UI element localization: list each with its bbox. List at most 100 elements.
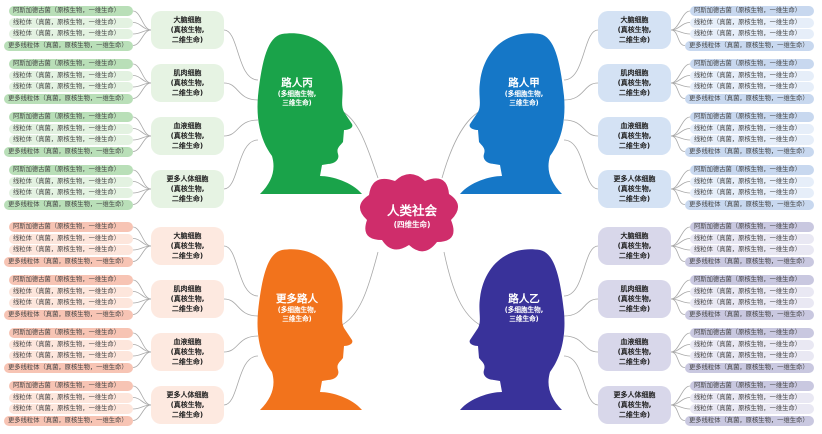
leaf-node[interactable]: 线粒体（真菌，原核生物，一维生命） [9,176,133,187]
leaf-node[interactable]: 阿斯加德古菌（原核生物，一维生命） [9,328,133,338]
leaf-node[interactable]: 线粒体（真菌，原核生物，一维生命） [9,70,133,81]
leaf-node[interactable]: 更多线粒体（真菌，原核生物，一维生命） [4,415,133,426]
cell-type: (真核生物, [617,185,652,193]
cell-dim: 二维生命) [618,36,651,44]
leaf-node[interactable]: 阿斯加德古菌（原核生物，一维生命） [9,6,133,16]
leaf-node[interactable]: 更多线粒体（真菌，原核生物，一维生命） [685,309,814,320]
leaf-node[interactable]: 更多线粒体（真菌，原核生物，一维生命） [685,199,814,210]
leaf-node[interactable]: 线粒体（真菌，原核生物，一维生命） [9,339,133,350]
leaf-node[interactable]: 阿斯加德古菌（原核生物，一维生命） [690,59,814,69]
leaf-node[interactable]: 更多线粒体（真菌，原核生物，一维生命） [4,309,133,320]
leaf-node[interactable]: 线粒体（真菌，原核生物，一维生命） [9,17,133,28]
leaf-node[interactable]: 线粒体（真菌，原核生物，一维生命） [9,135,133,145]
leaf-node[interactable]: 更多线粒体（真菌，原核生物，一维生命） [4,40,133,51]
leaf-node[interactable]: 线粒体（真菌，原核生物，一维生命） [9,245,133,255]
cell-node[interactable]: 更多人体细胞 (真核生物, 二维生命) [598,170,671,208]
leaf-node[interactable]: 线粒体（真菌，原核生物，一维生命） [690,70,814,81]
cell-node[interactable]: 大脑细胞 (真核生物, 二维生命) [598,11,671,49]
leaf-node[interactable]: 线粒体（真菌，原核生物，一维生命） [690,176,814,187]
leaf-node[interactable]: 更多线粒体（真菌，原核生物，一维生命） [685,415,814,426]
leaf-node[interactable]: 阿斯加德古菌（原核生物，一维生命） [9,59,133,69]
leaf-node[interactable]: 阿斯加德古菌（原核生物，一维生命） [9,112,133,122]
leaf-node[interactable]: 线粒体（真菌，原核生物，一维生命） [690,123,814,134]
cell-node[interactable]: 大脑细胞 (真核生物, 二维生命) [598,227,671,265]
cell-node[interactable]: 更多人体细胞 (真核生物, 二维生命) [598,386,671,424]
leaf-node[interactable]: 更多线粒体（真菌，原核生物，一维生命） [4,93,133,104]
cell-name: 大脑细胞 [620,16,649,24]
leaf-node[interactable]: 线粒体（真菌，原核生物，一维生命） [690,233,814,244]
leaf-node[interactable]: 更多线粒体（真菌，原核生物，一维生命） [685,40,814,51]
cell-node[interactable]: 更多人体细胞 (真核生物, 二维生命) [151,386,224,424]
leaf-node[interactable]: 更多线粒体（真菌，原核生物，一维生命） [685,256,814,267]
leaf-node[interactable]: 线粒体（真菌，原核生物，一维生命） [9,29,133,39]
head-bl[interactable] [257,249,362,410]
cell-node[interactable]: 肌肉细胞 (真核生物, 二维生命) [151,64,224,102]
center-node[interactable]: 人类社会 (四维生命) [364,203,460,230]
leaf-node[interactable]: 更多线粒体（真菌，原核生物，一维生命） [4,199,133,210]
cell-dim: 二维生命) [171,142,204,150]
cell-type: (真核生物, [617,348,652,356]
head-sub2: 三维生命) [282,315,312,323]
cell-type: (真核生物, [617,295,652,303]
leaf-node[interactable]: 线粒体（真菌，原核生物，一维生命） [9,233,133,244]
leaf-node[interactable]: 更多线粒体（真菌，原核生物，一维生命） [685,362,814,373]
cell-node[interactable]: 大脑细胞 (真核生物, 二维生命) [151,227,224,265]
leaf-node[interactable]: 线粒体（真菌，原核生物，一维生命） [9,351,133,361]
leaf-node[interactable]: 线粒体（真菌，原核生物，一维生命） [690,404,814,414]
leaf-node[interactable]: 线粒体（真菌，原核生物，一维生命） [690,17,814,28]
cell-node[interactable]: 血液细胞 (真核生物, 二维生命) [598,333,671,371]
cell-node[interactable]: 肌肉细胞 (真核生物, 二维生命) [151,280,224,318]
cell-node[interactable]: 大脑细胞 (真核生物, 二维生命) [151,11,224,49]
leaf-node[interactable]: 线粒体（真菌，原核生物，一维生命） [690,245,814,255]
leaf-node[interactable]: 阿斯加德古菌（原核生物，一维生命） [9,381,133,391]
leaf-node[interactable]: 线粒体（真菌，原核生物，一维生命） [9,298,133,308]
leaf-node[interactable]: 线粒体（真菌，原核生物，一维生命） [9,392,133,403]
leaf-node[interactable]: 更多线粒体（真菌，原核生物，一维生命） [4,256,133,267]
leaf-node[interactable]: 更多线粒体（真菌，原核生物，一维生命） [685,146,814,157]
leaf-node[interactable]: 阿斯加德古菌（原核生物，一维生命） [690,6,814,16]
leaf-node[interactable]: 更多线粒体（真菌，原核生物，一维生命） [685,93,814,104]
leaf-node[interactable]: 阿斯加德古菌（原核生物，一维生命） [690,165,814,175]
center-cloud[interactable] [359,174,459,252]
cell-node[interactable]: 更多人体细胞 (真核生物, 二维生命) [151,170,224,208]
connector [132,135,152,152]
leaf-node[interactable]: 线粒体（真菌，原核生物，一维生命） [690,135,814,145]
leaf-node[interactable]: 阿斯加德古菌（原核生物，一维生命） [690,275,814,285]
leaf-node[interactable]: 更多线粒体（真菌，原核生物，一维生命） [4,362,133,373]
leaf-node[interactable]: 更多线粒体（真菌，原核生物，一维生命） [4,146,133,157]
cell-node[interactable]: 血液细胞 (真核生物, 二维生命) [151,333,224,371]
cell-node[interactable]: 肌肉细胞 (真核生物, 二维生命) [598,64,671,102]
leaf-node[interactable]: 线粒体（真菌，原核生物，一维生命） [690,392,814,403]
head-label-tr: 路人甲 (多细胞生物, 三维生命) [478,76,570,108]
leaf-node[interactable]: 线粒体（真菌，原核生物，一维生命） [690,286,814,297]
leaf-node[interactable]: 阿斯加德古菌（原核生物，一维生命） [690,328,814,338]
leaf-node[interactable]: 线粒体（真菌，原核生物，一维生命） [690,298,814,308]
head-tl[interactable] [257,33,362,194]
leaf-node[interactable]: 线粒体（真菌，原核生物，一维生命） [690,339,814,350]
cell-node[interactable]: 血液细胞 (真核生物, 二维生命) [598,117,671,155]
leaf-node[interactable]: 线粒体（真菌，原核生物，一维生命） [9,188,133,198]
leaf-node[interactable]: 线粒体（真菌，原核生物，一维生命） [9,286,133,297]
cell-node[interactable]: 肌肉细胞 (真核生物, 二维生命) [598,280,671,318]
leaf-node[interactable]: 线粒体（真菌，原核生物，一维生命） [9,123,133,134]
head-sub1: (多细胞生物, [277,90,317,98]
leaf-node[interactable]: 阿斯加德古菌（原核生物，一维生命） [9,222,133,232]
leaf-node[interactable]: 线粒体（真菌，原核生物，一维生命） [9,404,133,414]
leaf-node[interactable]: 线粒体（真菌，原核生物，一维生命） [690,188,814,198]
leaf-node[interactable]: 线粒体（真菌，原核生物，一维生命） [9,82,133,92]
leaf-node[interactable]: 线粒体（真菌，原核生物，一维生命） [690,82,814,92]
leaf-node[interactable]: 阿斯加德古菌（原核生物，一维生命） [690,222,814,232]
leaf-node[interactable]: 阿斯加德古菌（原核生物，一维生命） [690,112,814,122]
cell-name: 血液细胞 [173,122,202,130]
leaf-node[interactable]: 阿斯加德古菌（原核生物，一维生命） [9,165,133,175]
cell-node[interactable]: 血液细胞 (真核生物, 二维生命) [151,117,224,155]
connector [670,226,691,247]
leaf-node[interactable]: 线粒体（真菌，原核生物，一维生命） [690,29,814,39]
cell-name: 大脑细胞 [173,232,202,240]
leaf-node[interactable]: 线粒体（真菌，原核生物，一维生命） [690,351,814,361]
leaf-node[interactable]: 阿斯加德古菌（原核生物，一维生命） [9,275,133,285]
leaf-node[interactable]: 阿斯加德古菌（原核生物，一维生命） [690,381,814,391]
head-tr[interactable] [460,33,565,194]
connector [223,298,259,317]
head-br[interactable] [460,249,565,410]
